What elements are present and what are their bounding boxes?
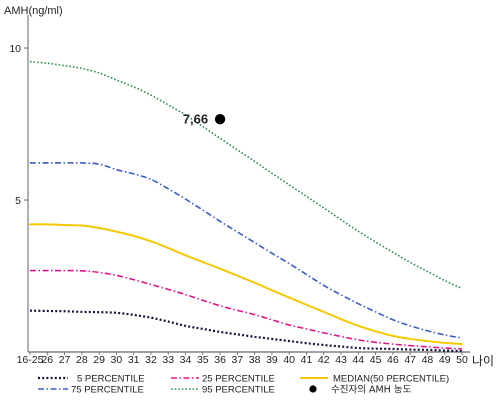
y-tick-label: 10: [9, 43, 21, 55]
legend-label: 95 PERCENTILE: [202, 385, 275, 396]
x-tick-label: 44: [352, 354, 364, 366]
legend-label: MEDIAN(50 PERCENTILE): [333, 374, 449, 385]
legend-label: 75 PERCENTILE: [71, 385, 144, 396]
legend-item-median-50-percentile: MEDIAN(50 PERCENTILE): [300, 374, 449, 385]
y-axis-title: AMH(ng/ml): [4, 5, 63, 17]
legend-item-patient-amh: 수진자의 AMH 농도: [309, 385, 412, 396]
x-tick-label: 50: [456, 354, 468, 366]
legend-item-5-percentile: 5 PERCENTILE: [38, 374, 145, 385]
legend-dot: [309, 385, 317, 393]
x-tick-label: 46: [387, 354, 399, 366]
x-tick-label: 35: [197, 354, 209, 366]
series-line-95-percentile: [29, 60, 463, 290]
series-line-75-percentile: [30, 162, 463, 339]
x-tick-label: 27: [59, 354, 71, 366]
x-tick-label: 32: [145, 354, 157, 366]
x-tick-label: 16-25: [17, 354, 44, 366]
series-lines: [29, 60, 463, 353]
patient-amh-value-label: 7,66: [183, 112, 208, 127]
x-tick-label: 40: [283, 354, 295, 366]
x-tick-label: 47: [404, 354, 416, 366]
x-tick-label: 30: [111, 354, 123, 366]
legend-item-25-percentile: 25 PERCENTILE: [171, 374, 275, 385]
x-axis-title: 나이: [472, 354, 494, 368]
x-tick-label: 34: [180, 354, 192, 366]
x-tick-label: 38: [249, 354, 261, 366]
x-tick-label: 29: [93, 354, 105, 366]
legend-item-75-percentile: 75 PERCENTILE: [38, 385, 144, 396]
x-tick-label: 33: [162, 354, 174, 366]
legend-label: 25 PERCENTILE: [202, 374, 275, 385]
series-line-25-percentile: [29, 269, 463, 350]
x-tick-label: 28: [76, 354, 88, 366]
x-tick-label: 49: [439, 354, 451, 366]
x-tick-label: 41: [301, 354, 313, 366]
legend-label: 수진자의 AMH 농도: [331, 385, 412, 396]
legend-item-95-percentile: 95 PERCENTILE: [171, 385, 275, 396]
x-tick-label: 42: [318, 354, 330, 366]
y-tick-label: 5: [15, 195, 21, 207]
patient-amh-point: [214, 113, 226, 125]
y-ticks: 5 10: [9, 43, 28, 207]
x-tick-label: 48: [422, 354, 434, 366]
x-tick-label: 45: [370, 354, 382, 366]
x-tick-label: 37: [232, 354, 244, 366]
x-tick-label: 39: [266, 354, 278, 366]
legend: 5 PERCENTILE 25 PERCENTILE MEDIAN(50 PERCE…: [38, 374, 449, 396]
x-tick-label: 31: [128, 354, 140, 366]
series-line-median-50-percentile: [29, 223, 463, 346]
axes: [27, 15, 470, 353]
highlight-points: 7,66: [183, 112, 226, 127]
x-tick-label: 26: [41, 354, 53, 366]
x-tick-label: 43: [335, 354, 347, 366]
x-tick-label: 36: [214, 354, 226, 366]
legend-label: 5 PERCENTILE: [77, 374, 145, 385]
